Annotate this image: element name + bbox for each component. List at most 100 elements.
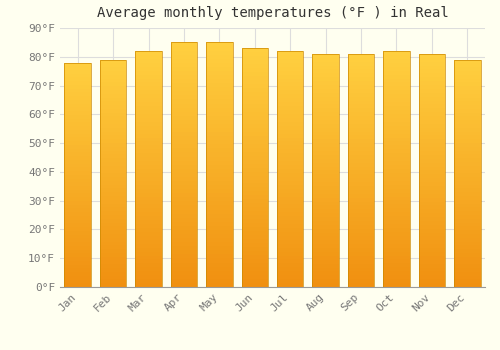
Bar xyxy=(170,258,197,262)
Bar xyxy=(242,68,268,72)
Bar xyxy=(348,100,374,104)
Bar xyxy=(64,104,91,107)
Bar xyxy=(418,190,445,194)
Bar xyxy=(312,213,339,217)
Bar xyxy=(383,102,409,106)
Bar xyxy=(312,104,339,108)
Bar xyxy=(312,89,339,93)
Bar xyxy=(206,156,233,161)
Bar xyxy=(64,265,91,268)
Bar xyxy=(348,275,374,279)
Bar xyxy=(206,116,233,120)
Bar xyxy=(136,177,162,181)
Bar xyxy=(242,140,268,144)
Bar xyxy=(454,128,480,132)
Bar xyxy=(312,124,339,128)
Bar xyxy=(100,113,126,117)
Bar xyxy=(277,161,303,165)
Bar xyxy=(170,193,197,197)
Bar xyxy=(170,254,197,258)
Bar xyxy=(206,132,233,136)
Bar xyxy=(206,193,233,197)
Bar xyxy=(100,82,126,86)
Bar xyxy=(312,283,339,287)
Bar xyxy=(136,232,162,236)
Bar xyxy=(277,259,303,264)
Bar xyxy=(206,201,233,205)
Bar xyxy=(100,124,126,128)
Bar xyxy=(64,85,91,89)
Bar xyxy=(242,60,268,64)
Bar xyxy=(348,217,374,221)
Bar xyxy=(100,67,126,71)
Bar xyxy=(312,256,339,260)
Bar xyxy=(277,267,303,271)
Bar xyxy=(100,177,126,181)
Bar xyxy=(136,118,162,122)
Bar xyxy=(348,85,374,89)
Bar xyxy=(348,194,374,198)
Bar xyxy=(277,264,303,267)
Bar xyxy=(312,54,339,287)
Bar xyxy=(170,205,197,210)
Bar xyxy=(242,163,268,168)
Bar xyxy=(312,170,339,174)
Bar xyxy=(418,139,445,143)
Bar xyxy=(242,223,268,227)
Bar xyxy=(348,252,374,256)
Bar xyxy=(64,209,91,212)
Bar xyxy=(312,128,339,132)
Bar xyxy=(64,212,91,216)
Bar xyxy=(170,262,197,267)
Bar xyxy=(100,158,126,162)
Bar xyxy=(454,150,480,154)
Bar xyxy=(348,81,374,85)
Bar xyxy=(242,283,268,287)
Bar xyxy=(100,219,126,223)
Bar xyxy=(242,104,268,108)
Bar xyxy=(418,128,445,132)
Bar xyxy=(136,145,162,149)
Bar xyxy=(454,139,480,143)
Bar xyxy=(418,97,445,100)
Bar xyxy=(312,174,339,178)
Bar xyxy=(454,102,480,105)
Bar xyxy=(136,220,162,224)
Bar xyxy=(170,246,197,250)
Bar xyxy=(348,143,374,147)
Bar xyxy=(454,132,480,135)
Bar xyxy=(454,204,480,208)
Bar xyxy=(312,81,339,85)
Bar xyxy=(383,220,409,224)
Bar xyxy=(100,98,126,101)
Bar xyxy=(206,254,233,258)
Bar xyxy=(312,233,339,237)
Bar xyxy=(206,222,233,226)
Bar xyxy=(242,88,268,92)
Bar xyxy=(383,271,409,275)
Bar xyxy=(242,183,268,188)
Bar xyxy=(418,209,445,213)
Bar xyxy=(64,156,91,160)
Bar xyxy=(64,119,91,122)
Bar xyxy=(277,102,303,106)
Bar xyxy=(136,67,162,71)
Bar xyxy=(170,96,197,99)
Bar xyxy=(206,112,233,116)
Bar xyxy=(100,128,126,132)
Bar xyxy=(454,79,480,82)
Bar xyxy=(312,116,339,120)
Bar xyxy=(454,211,480,215)
Bar xyxy=(277,90,303,94)
Bar xyxy=(100,102,126,105)
Bar xyxy=(383,161,409,165)
Bar xyxy=(136,197,162,201)
Bar xyxy=(383,118,409,122)
Bar xyxy=(64,242,91,246)
Bar xyxy=(454,215,480,219)
Bar xyxy=(418,170,445,174)
Bar xyxy=(383,169,409,173)
Bar xyxy=(100,211,126,215)
Bar xyxy=(170,91,197,96)
Bar xyxy=(206,250,233,254)
